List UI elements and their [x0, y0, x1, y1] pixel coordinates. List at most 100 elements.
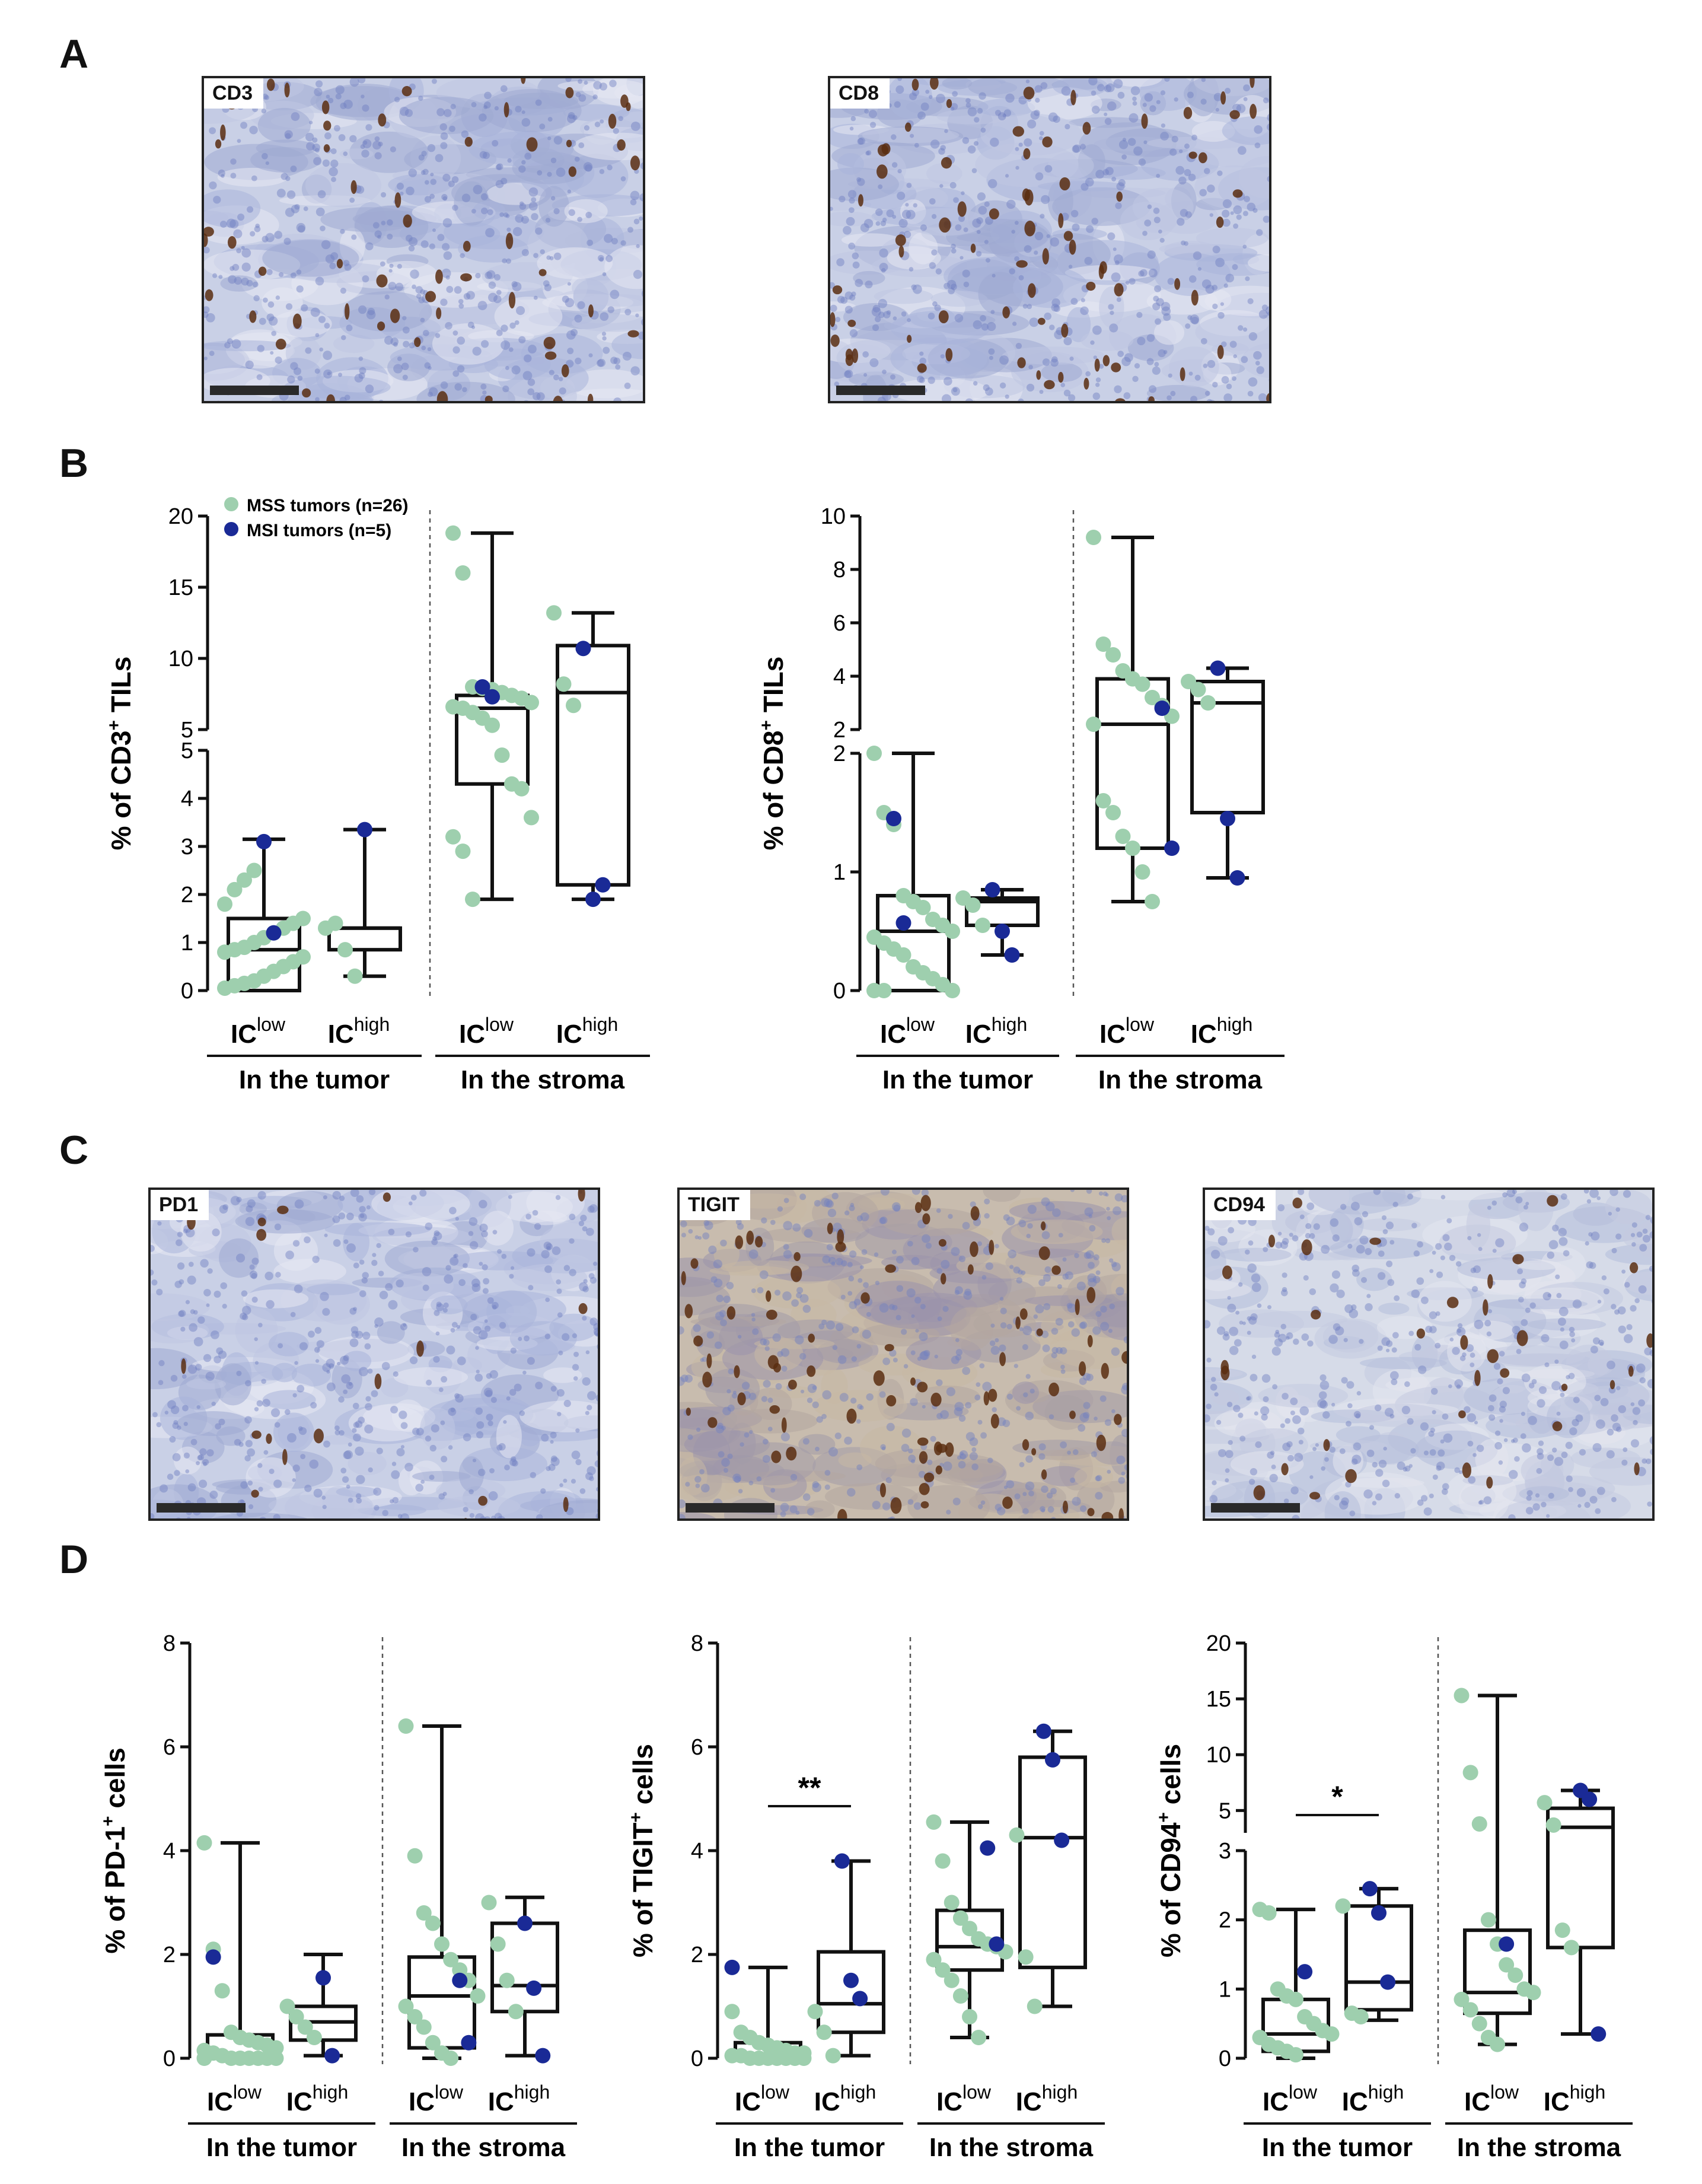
mss-point — [1507, 1967, 1523, 1983]
micrograph-cd3: CD3 — [202, 76, 645, 403]
panel-letter-d: D — [59, 1537, 89, 1582]
mss-point — [490, 1936, 506, 1952]
y-tick-label: 4 — [181, 787, 193, 811]
mss-point — [945, 983, 960, 998]
micrograph-pd1-label: PD1 — [151, 1190, 209, 1220]
y-axis-label: % of CD8+ TILs — [757, 657, 789, 851]
mss-point — [465, 892, 480, 908]
x-tick-label: IChigh — [328, 1014, 390, 1049]
mss-point — [514, 781, 530, 797]
msi-point — [1582, 1791, 1598, 1807]
iqr-box — [1018, 1755, 1087, 1969]
mss-point — [1105, 647, 1121, 663]
x-tick-label: IClow — [1464, 2081, 1519, 2116]
msi-point — [980, 1840, 996, 1856]
mss-point — [1261, 1905, 1277, 1921]
chart-cd8-tils: 0 1 22 4 6 8 10 % of CD8+ TILs IClow IChigh IClow I… — [757, 504, 1285, 1094]
mss-point — [1105, 805, 1121, 820]
mss-point — [508, 2004, 524, 2020]
mss-point — [1454, 1991, 1470, 2007]
msi-point — [989, 1936, 1005, 1952]
mss-point — [455, 565, 471, 581]
x-tick-label: IChigh — [488, 2081, 550, 2116]
mss-point — [295, 949, 311, 965]
box-pd1-3: IChigh — [481, 1895, 559, 2116]
y-tick-label: 2 — [1219, 1908, 1231, 1933]
iqr-box — [556, 644, 630, 887]
mss-point — [337, 942, 353, 958]
mss-point — [196, 2051, 212, 2066]
y-tick-label: 3 — [181, 835, 193, 859]
panel-letter-c: C — [59, 1128, 89, 1173]
mss-point — [279, 1998, 295, 2014]
mss-point — [1009, 1827, 1025, 1843]
x-tick-label: IChigh — [1342, 2081, 1404, 2116]
micrograph-cd3-label: CD3 — [204, 78, 264, 109]
x-tick-label: IClow — [409, 2081, 464, 2116]
msi-point — [1210, 660, 1226, 676]
group-label: In the stroma — [461, 1065, 625, 1094]
y-tick-label: 0 — [163, 2046, 176, 2071]
mss-point — [1125, 841, 1140, 856]
mss-point — [470, 1988, 486, 2004]
mss-point — [327, 915, 343, 931]
y-tick-label: 6 — [833, 611, 846, 636]
y-tick-label: 15 — [168, 575, 193, 600]
box-cd8-2: IClow — [1086, 530, 1180, 1049]
msi-point — [324, 2048, 340, 2064]
box-cd8-1: IChigh — [955, 882, 1040, 1049]
mss-point — [1095, 793, 1111, 808]
y-tick-label: 20 — [168, 504, 193, 529]
chart-tigit-body: 0 2 4 6 8 % of TIGIT+ cells IClow IChigh IClow IC… — [626, 1631, 1105, 2162]
chart-pd1-body: 0 2 4 6 8 % of PD-1+ cells IClow IChigh IClow ICh… — [98, 1631, 577, 2162]
y-axis-label: % of CD94+ cells — [1154, 1744, 1186, 1957]
y-tick-label: 3 — [1219, 1839, 1231, 1864]
mss-point — [546, 605, 562, 621]
group-label: In the tumor — [206, 2133, 357, 2162]
mss-point — [524, 695, 539, 711]
mss-point — [217, 896, 232, 912]
group-label: In the tumor — [239, 1065, 390, 1094]
mss-point — [485, 717, 500, 733]
micrograph-tigit-label: TIGIT — [680, 1190, 750, 1220]
mss-point — [566, 698, 581, 714]
micrograph-cd8-texture — [830, 78, 1269, 401]
mss-point — [915, 900, 931, 915]
x-tick-label: IChigh — [814, 2081, 877, 2116]
box-tigit-2: IClow — [926, 1814, 1013, 2116]
box-pd1-0: IClow — [196, 1835, 284, 2116]
mss-point — [1480, 1912, 1496, 1928]
x-tick-label: IChigh — [1016, 2081, 1078, 2116]
micrograph-tigit-texture — [680, 1190, 1127, 1518]
legend-marker — [224, 522, 238, 536]
y-tick-label: 0 — [833, 979, 846, 1004]
y-axis-label: % of TIGIT+ cells — [626, 1744, 658, 1957]
iqr-box — [490, 1921, 559, 2014]
micrograph-tigit: TIGIT — [677, 1187, 1129, 1521]
y-tick-label: 10 — [168, 647, 193, 671]
micrograph-cd94: CD94 — [1203, 1187, 1655, 1521]
mss-point — [1490, 2036, 1505, 2052]
box-cd94-1: IChigh — [1335, 1881, 1413, 2116]
mss-point — [443, 2051, 459, 2066]
y-axis-label: % of PD-1+ cells — [98, 1747, 130, 1953]
mss-point — [1018, 1949, 1034, 1965]
box-cd94-0: IClow — [1252, 1902, 1340, 2116]
y-tick-label: 1 — [833, 860, 846, 885]
x-tick-label: IClow — [207, 2081, 262, 2116]
mss-point — [962, 2009, 977, 2024]
mss-point — [965, 897, 981, 913]
mss-point — [246, 862, 262, 878]
mss-point — [494, 747, 510, 763]
mss-point — [1134, 676, 1150, 692]
chart-cd8-body: 0 1 22 4 6 8 10 % of CD8+ TILs IClow IChigh IClow I… — [757, 504, 1285, 1094]
msi-point — [461, 2035, 477, 2051]
mss-point — [945, 924, 960, 939]
y-tick-label: 4 — [691, 1839, 703, 1864]
msi-point — [1004, 947, 1020, 963]
scale-bar — [157, 1503, 246, 1513]
y-axis-label: % of CD3+ TILs — [104, 657, 136, 851]
chart-pd1-cells: 0 2 4 6 8 % of PD-1+ cells IClow IChigh IClow ICh… — [98, 1631, 577, 2162]
chart-cd94-body: 0 1 2 3 5 10 15 20 % of CD94+ cells IClow IChigh IC… — [1154, 1631, 1633, 2162]
y-tick-label: 2 — [163, 1943, 176, 1967]
